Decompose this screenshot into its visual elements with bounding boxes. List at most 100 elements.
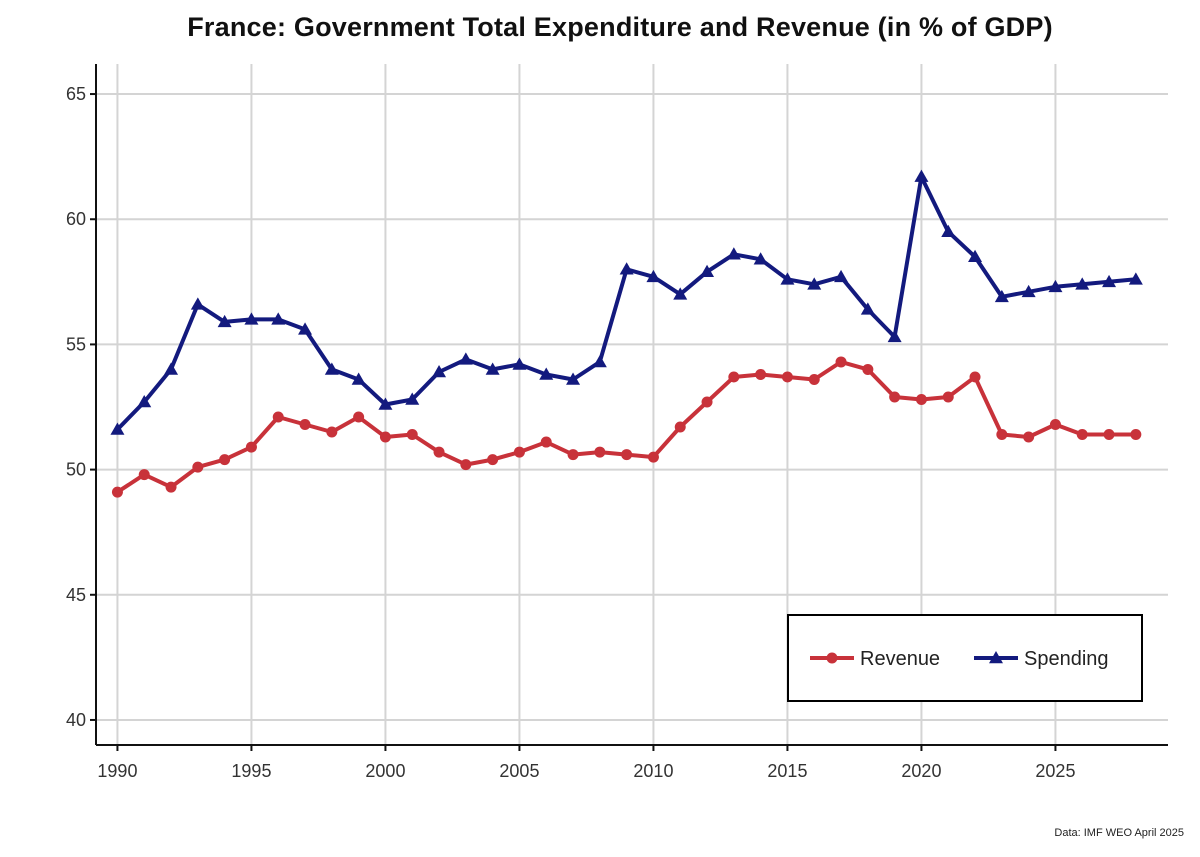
- x-tick-label: 2015: [767, 761, 807, 781]
- y-tick-label: 45: [66, 585, 86, 605]
- revenue-point: [889, 391, 901, 403]
- revenue-point: [245, 441, 257, 453]
- spending-point: [887, 329, 902, 343]
- revenue-point: [379, 431, 391, 443]
- spending-point: [244, 312, 259, 325]
- spending-point: [271, 312, 286, 325]
- revenue-point: [540, 436, 552, 448]
- revenue-point: [1076, 429, 1088, 441]
- revenue-point: [942, 391, 954, 403]
- legend-revenue-marker: [826, 652, 838, 664]
- revenue-point: [111, 486, 123, 498]
- series-spending: [110, 169, 1143, 435]
- x-tick-label: 2020: [901, 761, 941, 781]
- spending-point: [780, 272, 795, 285]
- spending-point: [700, 264, 715, 278]
- spending-point: [1128, 272, 1143, 285]
- revenue-point: [674, 421, 686, 433]
- revenue-point: [272, 411, 284, 423]
- spending-point: [110, 422, 125, 435]
- spending-point: [807, 277, 822, 290]
- revenue-point: [326, 426, 338, 438]
- y-tick-label: 65: [66, 84, 86, 104]
- revenue-point: [513, 446, 525, 458]
- revenue-point: [701, 396, 713, 408]
- spending-point: [753, 252, 768, 265]
- y-tick-label: 55: [66, 334, 86, 354]
- spending-point: [834, 269, 849, 283]
- revenue-line: [115, 359, 1138, 495]
- spending-point: [217, 314, 232, 328]
- spending-point: [164, 362, 179, 375]
- revenue-point: [567, 449, 579, 461]
- revenue-point: [460, 459, 472, 471]
- spending-point: [137, 394, 152, 408]
- spending-point: [432, 364, 447, 378]
- spending-point: [485, 362, 500, 375]
- spending-point: [351, 372, 366, 385]
- x-tick-label: 2010: [633, 761, 673, 781]
- revenue-point: [433, 446, 445, 458]
- revenue-point: [862, 363, 874, 375]
- spending-point: [619, 262, 634, 275]
- legend-spending-label: Spending: [1024, 648, 1109, 670]
- source-note: Data: IMF WEO April 2025: [1054, 827, 1184, 839]
- spending-point: [1102, 274, 1117, 288]
- grid-layer: [96, 64, 1168, 745]
- revenue-point: [1103, 429, 1115, 441]
- spending-point: [726, 247, 741, 260]
- revenue-point: [165, 481, 177, 493]
- spending-point: [324, 362, 339, 375]
- spending-point: [941, 224, 956, 237]
- x-tick-label: 1995: [231, 761, 271, 781]
- revenue-point: [299, 419, 311, 431]
- spending-point: [1048, 279, 1063, 293]
- revenue-point: [1049, 419, 1061, 431]
- series-revenue: [111, 356, 1142, 498]
- spending-point: [860, 302, 875, 315]
- revenue-point: [621, 449, 633, 461]
- revenue-point: [138, 469, 150, 481]
- legend-spending-marker: [989, 651, 1003, 664]
- spending-point: [914, 169, 929, 182]
- series-layer: [110, 169, 1143, 498]
- revenue-point: [647, 451, 659, 463]
- spending-point: [190, 297, 205, 310]
- revenue-point: [406, 429, 418, 441]
- revenue-point: [219, 454, 231, 466]
- revenue-point: [969, 371, 981, 383]
- x-tick-label: 2000: [365, 761, 405, 781]
- legend-revenue-label: Revenue: [860, 648, 940, 670]
- spending-point: [646, 269, 661, 283]
- revenue-point: [594, 446, 606, 458]
- y-tick-label: 60: [66, 209, 86, 229]
- revenue-point: [755, 368, 767, 380]
- revenue-point: [728, 371, 740, 383]
- revenue-point: [353, 411, 365, 423]
- spending-point: [592, 354, 607, 368]
- spending-point: [994, 289, 1009, 303]
- legend: Revenue Spending: [787, 614, 1143, 702]
- revenue-point: [487, 454, 499, 466]
- chart-title: France: Government Total Expenditure and…: [187, 12, 1053, 42]
- spending-point: [378, 397, 393, 410]
- y-tick-label: 40: [66, 710, 86, 730]
- spending-point: [405, 392, 420, 405]
- revenue-point: [996, 429, 1008, 441]
- revenue-point: [192, 461, 204, 473]
- axis-layer: 40 45 50 55 60 65 1990 1995 2000 2005 2010 2015 2020…: [66, 64, 1168, 781]
- x-tick-label: 1990: [97, 761, 137, 781]
- revenue-point: [1130, 429, 1142, 441]
- spending-point: [1075, 277, 1090, 290]
- x-tick-label: 2025: [1035, 761, 1075, 781]
- x-tick-label: 2005: [499, 761, 539, 781]
- revenue-point: [835, 356, 847, 368]
- spending-point: [539, 367, 554, 380]
- revenue-point: [781, 371, 793, 383]
- revenue-point: [808, 373, 820, 385]
- spending-point: [458, 352, 473, 365]
- spending-point: [566, 372, 581, 385]
- spending-point: [512, 357, 527, 370]
- spending-point: [673, 287, 688, 300]
